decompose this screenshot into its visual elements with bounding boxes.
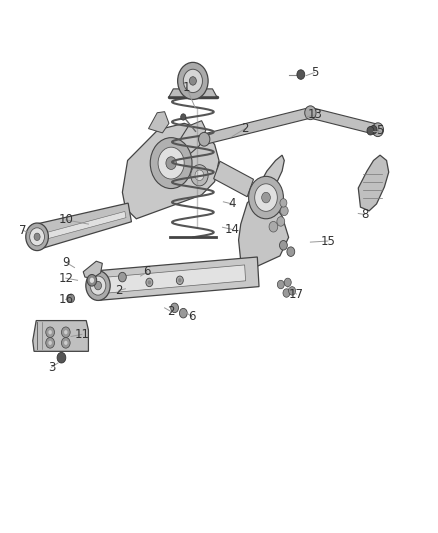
Circle shape [171,303,179,313]
Circle shape [158,147,184,179]
Text: 12: 12 [58,272,73,285]
Polygon shape [239,192,289,272]
Text: 5: 5 [311,66,318,79]
Circle shape [283,289,290,297]
Polygon shape [122,123,219,219]
Text: 16: 16 [58,293,73,306]
Text: 1: 1 [183,81,190,94]
Circle shape [287,247,295,256]
Circle shape [367,126,374,135]
Circle shape [67,294,74,303]
Circle shape [90,278,94,283]
Text: 6: 6 [188,310,196,324]
Text: 7: 7 [19,224,27,237]
Polygon shape [35,203,131,249]
Polygon shape [96,257,259,301]
Circle shape [64,330,67,334]
Circle shape [118,272,126,282]
Polygon shape [148,112,169,133]
Text: 3: 3 [48,361,55,374]
Polygon shape [42,212,126,240]
Circle shape [305,106,316,119]
Circle shape [48,330,52,334]
Circle shape [198,132,210,146]
Circle shape [87,274,97,286]
Polygon shape [176,120,206,156]
Circle shape [150,138,192,189]
Polygon shape [250,155,284,237]
Circle shape [289,287,296,295]
Polygon shape [33,320,88,351]
Circle shape [370,125,377,134]
Polygon shape [358,155,389,211]
Circle shape [280,199,287,207]
Circle shape [178,62,208,100]
Polygon shape [203,108,311,144]
Circle shape [61,327,70,337]
Text: 10: 10 [58,213,73,227]
Circle shape [178,278,182,282]
Circle shape [181,114,186,120]
Circle shape [269,221,278,232]
Polygon shape [83,261,102,278]
Circle shape [180,309,187,318]
Circle shape [254,184,277,212]
Circle shape [372,123,384,136]
Circle shape [189,77,196,85]
Circle shape [148,280,151,285]
Circle shape [284,278,291,287]
Text: 8: 8 [361,208,368,221]
Text: 5: 5 [376,124,384,138]
Text: 2: 2 [241,122,249,135]
Text: 13: 13 [307,108,322,122]
Text: 6: 6 [143,265,151,278]
Circle shape [95,281,102,290]
Text: 11: 11 [74,328,89,341]
Circle shape [277,216,285,226]
Text: 17: 17 [289,288,304,301]
Circle shape [177,276,184,285]
Circle shape [184,69,202,93]
Circle shape [90,276,106,295]
Circle shape [61,337,70,348]
Circle shape [277,280,284,289]
Circle shape [46,337,54,348]
Circle shape [46,327,54,337]
Circle shape [34,233,40,240]
Polygon shape [169,89,217,97]
Circle shape [191,165,208,186]
Circle shape [86,271,110,301]
Text: 15: 15 [320,235,335,247]
Circle shape [166,157,177,169]
Text: 4: 4 [228,197,236,211]
Circle shape [261,192,270,203]
Text: 2: 2 [115,284,123,297]
Circle shape [64,341,67,345]
Polygon shape [101,265,246,294]
Polygon shape [214,161,254,197]
Circle shape [57,352,66,363]
Circle shape [30,228,45,246]
Circle shape [195,170,204,181]
Circle shape [26,223,48,251]
Circle shape [279,240,287,250]
Circle shape [48,341,52,345]
Circle shape [146,278,153,287]
Circle shape [280,206,288,216]
Circle shape [297,70,305,79]
Text: 9: 9 [62,256,70,269]
Text: 14: 14 [225,223,240,236]
Circle shape [249,176,283,219]
Text: 2: 2 [167,305,175,318]
Polygon shape [310,108,379,135]
